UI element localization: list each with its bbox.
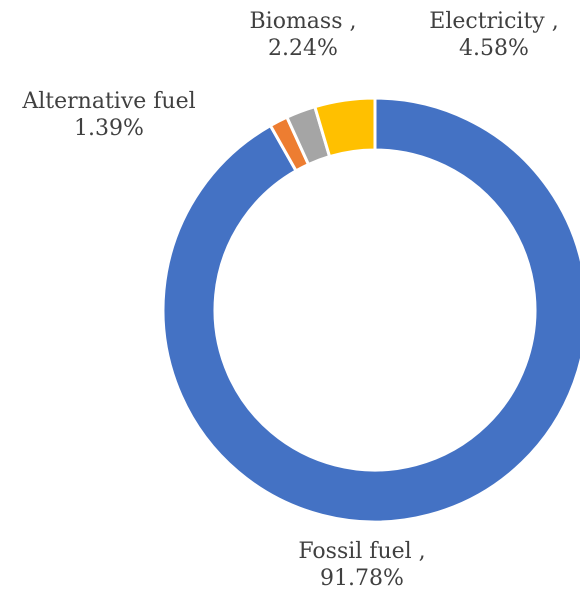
data-label-electricity: Electricity , 4.58% <box>424 8 564 62</box>
fossil-fuel-value: 91.78% <box>320 566 404 591</box>
slice-electricity <box>312 96 377 159</box>
data-label-biomass: Biomass , 2.24% <box>238 8 368 62</box>
slice-fossil-fuel <box>161 96 580 524</box>
donut-slices <box>161 96 580 524</box>
fossil-fuel-label: Fossil fuel , <box>298 539 426 564</box>
electricity-label: Electricity , <box>429 9 559 34</box>
biomass-label: Biomass , <box>249 9 357 34</box>
data-label-fossil-fuel: Fossil fuel , 91.78% <box>272 538 452 592</box>
alternative-fuel-value: 1.39% <box>74 116 144 141</box>
biomass-value: 2.24% <box>268 36 338 61</box>
electricity-value: 4.58% <box>459 36 529 61</box>
data-label-alternative-fuel: Alternative fuel 1.39% <box>14 88 204 142</box>
alternative-fuel-label: Alternative fuel <box>22 89 196 114</box>
